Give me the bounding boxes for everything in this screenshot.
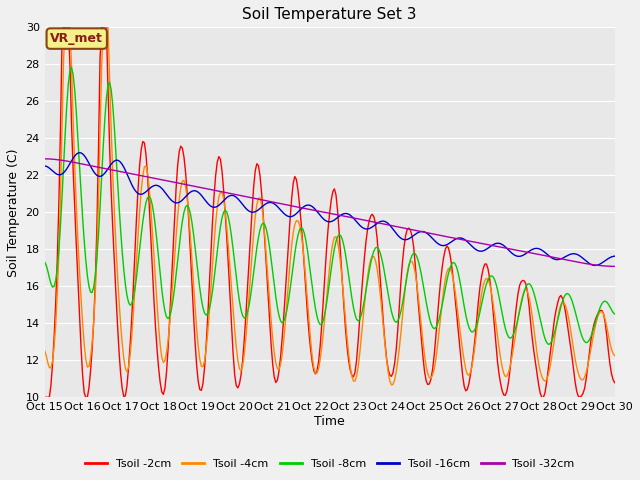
Tsoil -4cm (367, 256, 374, 262)
Tsoil -2cm (367, 213, 374, 218)
Tsoil -4cm (56, 193, 64, 199)
Tsoil -8cm (148, 202, 156, 208)
Title: Soil Temperature Set 3: Soil Temperature Set 3 (243, 7, 417, 22)
Tsoil -16cm (543, 251, 550, 257)
Line: Tsoil -2cm: Tsoil -2cm (45, 27, 614, 397)
Tsoil -16cm (592, 263, 600, 268)
Tsoil -8cm (611, 311, 618, 317)
Tsoil -32cm (56, 157, 64, 163)
Tsoil -16cm (41, 163, 49, 169)
Tsoil -2cm (386, 372, 394, 378)
Tsoil -16cm (148, 184, 156, 190)
Tsoil -2cm (148, 265, 156, 271)
Tsoil -4cm (386, 378, 394, 384)
Tsoil -8cm (68, 65, 76, 71)
Line: Tsoil -4cm: Tsoil -4cm (45, 27, 614, 385)
Tsoil -8cm (399, 300, 406, 306)
Tsoil -2cm (56, 127, 64, 132)
Tsoil -32cm (41, 156, 49, 162)
Tsoil -32cm (541, 253, 549, 259)
Tsoil -16cm (56, 172, 64, 178)
Tsoil -2cm (543, 380, 550, 385)
Tsoil -4cm (545, 372, 552, 378)
Tsoil -32cm (147, 175, 154, 180)
Tsoil -32cm (397, 225, 404, 230)
Tsoil -4cm (400, 297, 408, 302)
Tsoil -4cm (611, 353, 618, 359)
Tsoil -16cm (76, 150, 83, 156)
Tsoil -4cm (388, 382, 396, 388)
Tsoil -16cm (386, 222, 394, 228)
Tsoil -2cm (41, 395, 49, 400)
Tsoil -16cm (399, 236, 406, 242)
Line: Tsoil -32cm: Tsoil -32cm (45, 159, 614, 266)
Tsoil -32cm (365, 218, 373, 224)
Line: Tsoil -8cm: Tsoil -8cm (45, 68, 614, 344)
Tsoil -4cm (148, 227, 156, 233)
Tsoil -8cm (56, 223, 64, 228)
Tsoil -8cm (543, 339, 550, 345)
Tsoil -32cm (385, 222, 392, 228)
Tsoil -16cm (611, 253, 618, 259)
Tsoil -8cm (367, 260, 374, 265)
Tsoil -16cm (367, 225, 374, 231)
Tsoil -8cm (545, 341, 552, 347)
Tsoil -2cm (399, 259, 406, 264)
Y-axis label: Soil Temperature (C): Soil Temperature (C) (7, 148, 20, 276)
Tsoil -8cm (386, 300, 394, 306)
Tsoil -4cm (41, 348, 49, 353)
Text: VR_met: VR_met (51, 32, 103, 45)
Tsoil -2cm (611, 380, 618, 385)
X-axis label: Time: Time (314, 415, 345, 428)
Line: Tsoil -16cm: Tsoil -16cm (45, 153, 614, 265)
Tsoil -32cm (611, 264, 618, 269)
Tsoil -2cm (60, 24, 67, 30)
Tsoil -8cm (41, 259, 49, 265)
Legend: Tsoil -2cm, Tsoil -4cm, Tsoil -8cm, Tsoil -16cm, Tsoil -32cm: Tsoil -2cm, Tsoil -4cm, Tsoil -8cm, Tsoi… (80, 454, 579, 473)
Tsoil -4cm (61, 24, 69, 30)
